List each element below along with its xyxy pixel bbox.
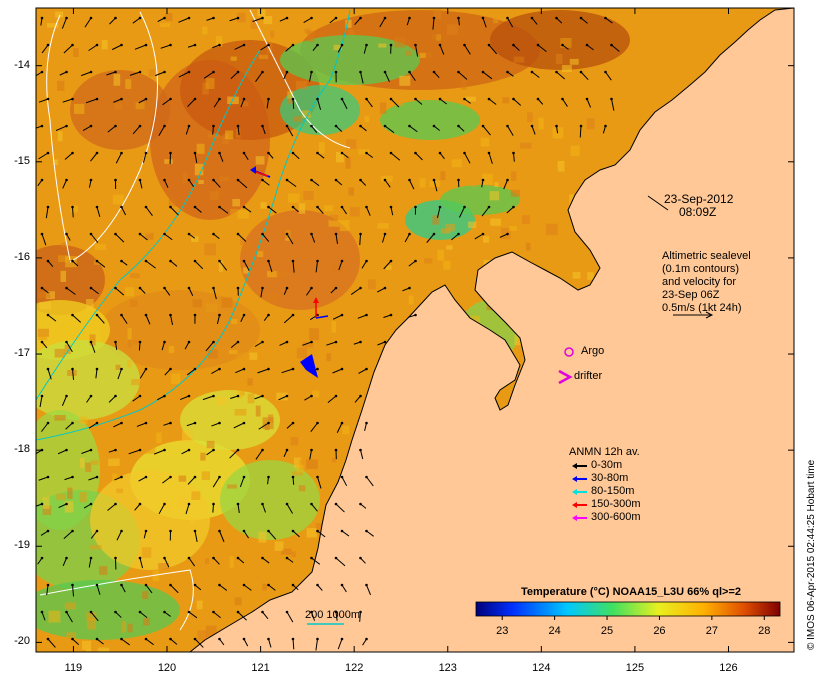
anmn-bin-label: 300-600m [591, 511, 641, 523]
x-tick-label: 119 [64, 662, 83, 674]
y-tick-label: -14 [14, 58, 30, 71]
x-tick-label: 120 [157, 662, 177, 674]
bathymetry-contour [36, 49, 261, 401]
info-line: 23-Sep 06Z [662, 289, 720, 301]
velocity-field [36, 16, 620, 651]
info-line: Altimetric sealevel [662, 250, 751, 262]
pointer-line [647, 195, 669, 211]
anmn-mooring-marker [300, 354, 318, 378]
anmn-bin-label: 80-150m [591, 485, 635, 497]
anmn-bin-label: 0-30m [591, 459, 623, 471]
anmn-legend-arrow [572, 489, 587, 495]
colorbar-tick-label: 24 [548, 625, 561, 637]
info-line: and velocity for [662, 276, 736, 288]
x-tick-label: 123 [438, 662, 457, 674]
colorbar-tick-label: 25 [600, 625, 614, 637]
sealevel-contour [69, 11, 158, 263]
y-tick-label: -20 [14, 635, 30, 648]
credit-text: © IMOS 06-Apr-2015 02:44:25 Hobart time [806, 459, 817, 650]
drifter-label: drifter [574, 370, 603, 382]
sealevel-contour [249, 9, 351, 149]
colorbar-tick-label: 28 [758, 625, 771, 637]
bathymetry-contour [36, 9, 351, 441]
anmn-legend-arrow [572, 515, 587, 521]
drifter-icon [558, 369, 573, 385]
y-tick-label: -16 [14, 250, 30, 263]
colorbar-tick-label: 27 [705, 625, 718, 637]
y-tick-label: -18 [14, 443, 30, 456]
y-tick-label: -19 [14, 539, 30, 552]
anmn-legend-arrow [572, 463, 587, 469]
anmn-title: ANMN 12h av. [569, 446, 640, 458]
y-tick-label: -15 [14, 154, 30, 167]
anmn-mooring-marker [313, 297, 329, 319]
anmn-mooring-marker [250, 166, 271, 178]
time-label: 08:09Z [679, 205, 717, 219]
x-tick-label: 121 [251, 662, 270, 674]
colorbar-title: Temperature (°C) NOAA15_L3U 66% ql>=2 [521, 586, 741, 598]
land-mass [189, 8, 794, 652]
x-tick-label: 125 [625, 662, 645, 674]
colorbar [475, 601, 781, 617]
colorbar-tick-label: 26 [653, 625, 666, 637]
argo-icon [564, 347, 574, 357]
sealevel-contour [39, 569, 194, 631]
x-tick-label: 122 [344, 662, 364, 674]
anmn-legend-arrow [572, 502, 587, 508]
y-tick-label: -17 [14, 347, 30, 360]
map-frame [35, 7, 795, 653]
argo-label: Argo [581, 345, 605, 357]
info-line: 0.5m/s (1kt 24h) [662, 302, 742, 314]
anmn-bin-label: 150-300m [591, 498, 641, 510]
info-line: (0.1m contours) [662, 263, 740, 275]
anmn-legend-arrow [572, 476, 587, 482]
x-tick-label: 124 [532, 662, 551, 674]
colorbar-tick-label: 23 [496, 625, 509, 637]
sealevel-contour [46, 14, 71, 261]
bathymetry-label: 200 1000m [305, 609, 361, 621]
x-tick-label: 126 [719, 662, 738, 674]
date-label: 23-Sep-2012 [664, 192, 734, 206]
anmn-bin-label: 30-80m [591, 472, 629, 484]
